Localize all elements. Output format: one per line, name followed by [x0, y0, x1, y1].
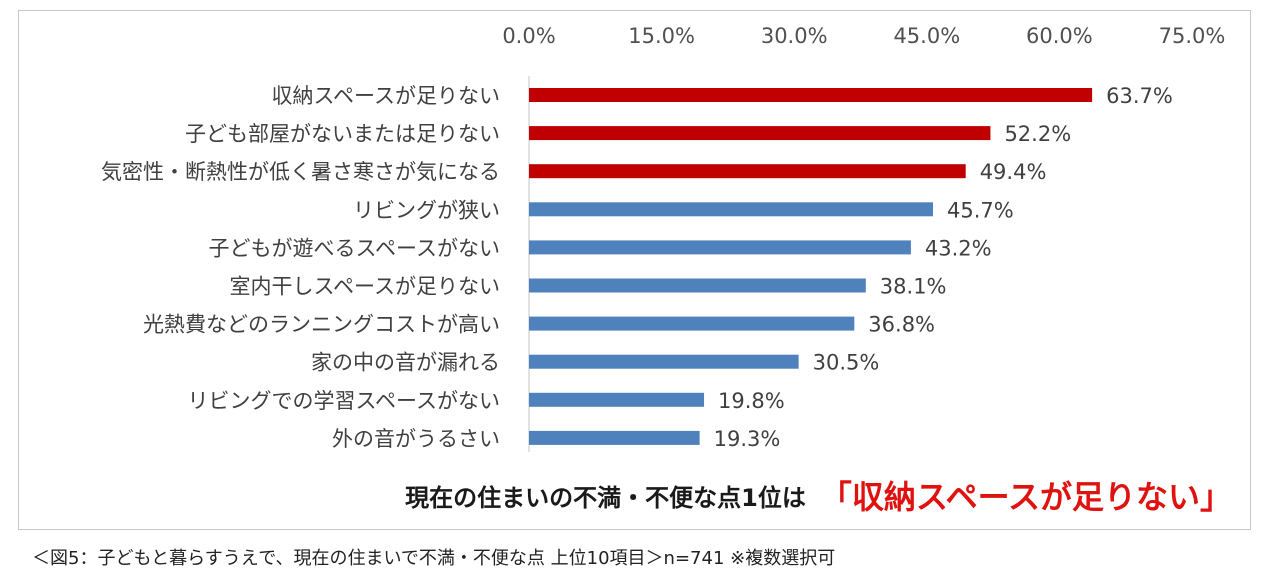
category-labels: 収納スペースが足りない子ども部屋がないまたは足りない気密性・断熱性が低く暑さ寒さ…	[101, 84, 500, 451]
category-label: 室内干しスペースが足りない	[230, 275, 500, 299]
headline-accent: 「収納スペースが足りない」	[819, 478, 1232, 516]
category-label: 気密性・断熱性が低く暑さ寒さが気になる	[101, 160, 500, 184]
category-label: 家の中の音が漏れる	[311, 351, 500, 375]
x-tick-label: 75.0%	[1159, 24, 1226, 48]
bar	[529, 240, 911, 255]
headline-main: 現在の住まいの不満・不便な点1位は	[405, 483, 806, 512]
bar	[529, 316, 855, 331]
category-label: 光熱費などのランニングコストが高い	[143, 313, 500, 337]
value-label: 19.3%	[714, 427, 781, 451]
value-label: 38.1%	[880, 275, 947, 299]
value-label: 63.7%	[1106, 84, 1173, 108]
bar	[529, 354, 799, 369]
bar	[529, 392, 705, 407]
x-tick-label: 60.0%	[1026, 24, 1093, 48]
x-tick-label: 45.0%	[893, 24, 960, 48]
bar	[529, 430, 700, 445]
category-label: 外の音がうるさい	[332, 427, 500, 451]
bar	[529, 164, 966, 179]
category-label: リビングが狭い	[353, 198, 500, 222]
category-label: リビングでの学習スペースがない	[188, 389, 500, 413]
x-axis-ticks: 0.0% 15.0% 30.0% 45.0% 60.0% 75.0%	[502, 24, 1225, 48]
x-tick-label: 30.0%	[761, 24, 828, 48]
value-label: 36.8%	[868, 313, 935, 337]
value-labels: 63.7% 52.2% 49.4% 45.7% 43.2% 38.1% 36.8% 30.5%…	[714, 84, 1173, 451]
value-label: 19.8%	[718, 389, 785, 413]
bar	[529, 88, 1093, 102]
x-tick-label: 15.0%	[628, 24, 695, 48]
value-label: 30.5%	[813, 351, 880, 375]
value-label: 45.7%	[947, 198, 1014, 222]
value-label: 52.2%	[1004, 122, 1071, 146]
bar	[529, 202, 933, 217]
category-label: 収納スペースが足りない	[272, 84, 500, 108]
bar	[529, 126, 991, 141]
category-label: 子どもが遊べるスペースがない	[209, 236, 500, 260]
value-label: 43.2%	[925, 236, 992, 260]
x-tick-label: 0.0%	[502, 24, 555, 48]
bar	[529, 278, 866, 293]
bars	[529, 88, 1093, 445]
value-label: 49.4%	[980, 160, 1047, 184]
category-label: 子ども部屋がないまたは足りない	[185, 122, 500, 146]
figure-caption: ＜図5：子どもと暮らすうえで、現在の住まいで不満・不便な点 上位10項目＞n=7…	[32, 548, 836, 569]
headline: 現在の住まいの不満・不便な点1位は 「収納スペースが足りない」	[0, 470, 1232, 520]
